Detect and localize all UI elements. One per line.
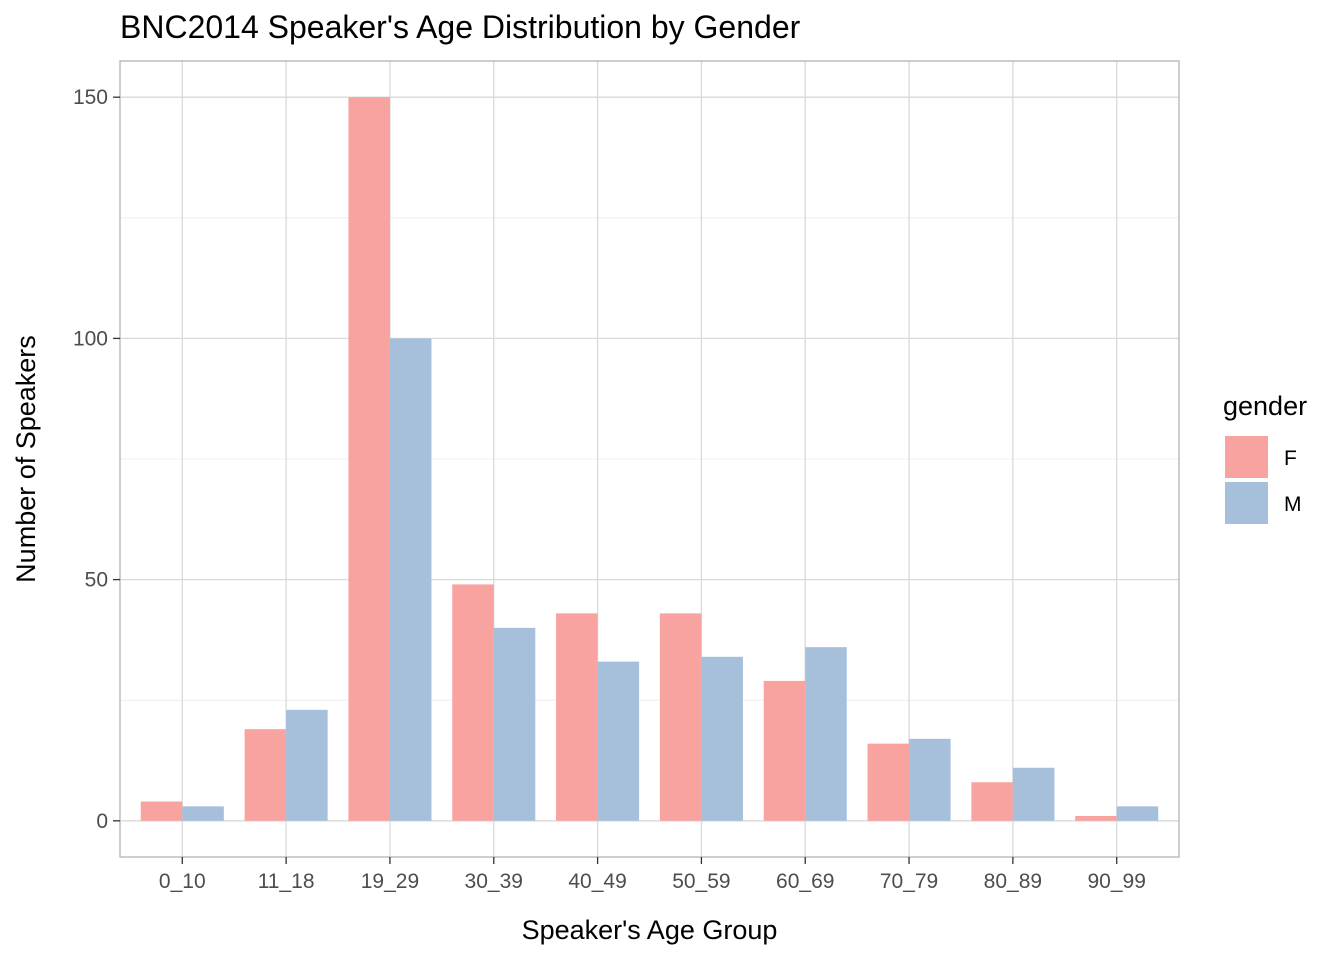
x-tick-label: 80_89 (984, 870, 1042, 893)
bar-M-19_29 (389, 338, 432, 821)
bar-F-19_29 (348, 97, 390, 821)
legend-swatch-M (1225, 482, 1268, 524)
bar-F-40_49 (556, 613, 598, 821)
bars (140, 97, 1159, 821)
bar-F-70_79 (867, 743, 910, 821)
legend-title: gender (1223, 391, 1307, 421)
bar-F-90_99 (1075, 815, 1117, 821)
x-tick-label: 90_99 (1088, 870, 1146, 893)
legend-swatch-F (1225, 436, 1268, 478)
plot-panel (119, 60, 1180, 858)
x-tick-label: 60_69 (776, 870, 834, 893)
legend-label-M: M (1284, 493, 1302, 516)
y-axis: 0 50 100 150 (73, 86, 120, 833)
x-tick-label: 40_49 (568, 870, 626, 893)
bar-M-70_79 (909, 738, 951, 821)
bar-M-90_99 (1116, 806, 1159, 821)
x-tick-label: 19_29 (361, 870, 419, 893)
bar-M-60_69 (805, 647, 847, 821)
bar-F-0_10 (140, 801, 183, 821)
bar-M-50_59 (701, 656, 743, 821)
bar-F-11_18 (244, 729, 287, 821)
y-tick-label: 50 (85, 569, 108, 592)
x-axis-title: Speaker's Age Group (522, 915, 778, 945)
x-axis: 0_10 11_18 19_29 30_39 40_49 50_59 60_69 70_79 8… (159, 857, 1146, 893)
chart-title: BNC2014 Speaker's Age Distribution by Ge… (120, 9, 801, 45)
legend-label-F: F (1284, 447, 1297, 470)
x-tick-label: 0_10 (159, 870, 206, 893)
y-tick-label: 150 (73, 86, 108, 109)
bar-M-80_89 (1012, 767, 1055, 821)
x-tick-label: 50_59 (672, 870, 730, 893)
bar-M-11_18 (286, 709, 328, 821)
bar-F-80_89 (971, 782, 1013, 821)
bar-M-40_49 (597, 661, 640, 821)
x-tick-label: 11_18 (258, 870, 315, 893)
bar-F-60_69 (763, 680, 806, 821)
legend: gender FM (1223, 391, 1307, 524)
y-axis-title: Number of Speakers (11, 335, 41, 583)
x-tick-label: 70_79 (880, 870, 938, 893)
y-tick-label: 0 (96, 810, 108, 833)
bar-F-30_39 (452, 584, 494, 821)
bar-F-50_59 (659, 613, 702, 821)
bar-M-30_39 (493, 627, 536, 821)
x-tick-label: 30_39 (465, 870, 523, 893)
bar-M-0_10 (182, 806, 224, 821)
y-tick-label: 100 (73, 327, 108, 350)
